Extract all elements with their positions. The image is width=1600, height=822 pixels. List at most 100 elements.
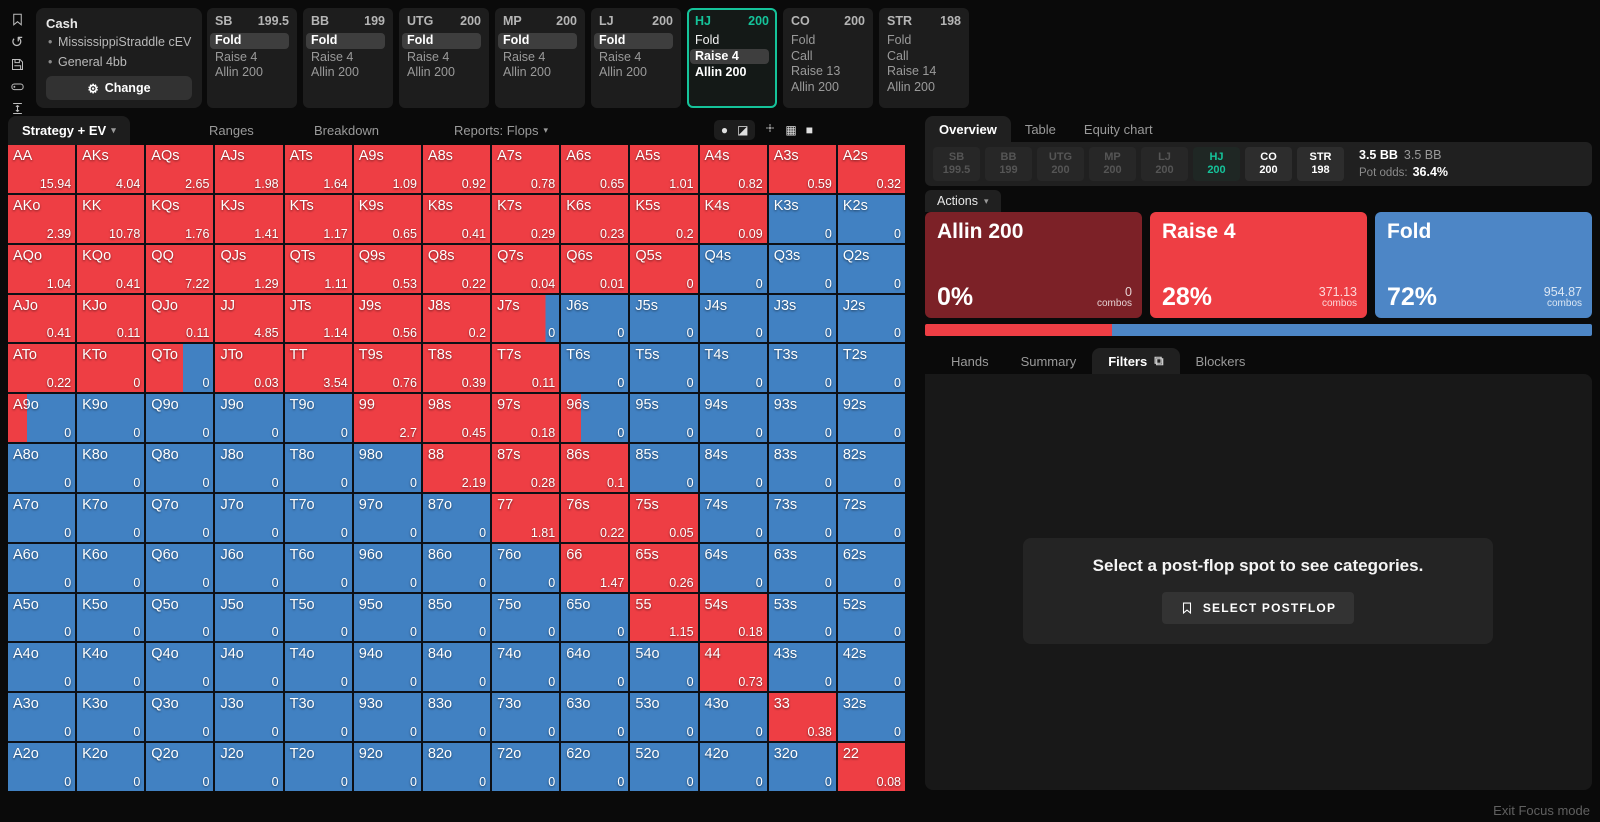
matrix-cell-QQ[interactable]: QQ 7.22 bbox=[146, 244, 214, 293]
matrix-cell-A6o[interactable]: A6o 0 bbox=[8, 543, 76, 592]
matrix-cell-54o[interactable]: 54o 0 bbox=[630, 643, 698, 692]
matrix-cell-K8s[interactable]: K8s 0.41 bbox=[422, 194, 491, 243]
matrix-cell-82s[interactable]: 82s 0 bbox=[837, 444, 905, 492]
matrix-cell-T7s[interactable]: T7s 0.11 bbox=[492, 344, 560, 393]
matrix-cell-J3s[interactable]: J3s 0 bbox=[768, 294, 836, 343]
matrix-cell-J5o[interactable]: J5o 0 bbox=[215, 593, 283, 642]
tab-summary[interactable]: Summary bbox=[1020, 353, 1077, 369]
matrix-cell-75s[interactable]: 75s 0.05 bbox=[630, 493, 698, 542]
matrix-cell-A5o[interactable]: A5o 0 bbox=[8, 593, 76, 642]
action-card-allin-200[interactable]: Allin 200 0% 0 combos bbox=[925, 212, 1142, 318]
strip-chip-str[interactable]: STR 198 bbox=[1297, 147, 1344, 181]
matrix-cell-T6s[interactable]: T6s 0 bbox=[561, 344, 629, 393]
position-box-str[interactable]: STR 198 Fold Call Raise 14 Allin 200 bbox=[879, 8, 969, 108]
position-action[interactable]: Raise 4 bbox=[407, 49, 450, 64]
matrix-cell-AA[interactable]: AA 15.94 bbox=[8, 145, 76, 193]
position-action[interactable]: Fold bbox=[498, 33, 577, 49]
pawn-icon[interactable]: ● bbox=[720, 123, 729, 137]
matrix-cell-AKo[interactable]: AKo 2.39 bbox=[8, 194, 76, 243]
matrix-cell-J2o[interactable]: J2o 0 bbox=[215, 743, 283, 791]
matrix-cell-75o[interactable]: 75o 0 bbox=[492, 593, 560, 642]
strip-chip-mp[interactable]: MP 200 bbox=[1089, 147, 1136, 181]
matrix-cell-K5s[interactable]: K5s 0.2 bbox=[630, 194, 698, 243]
matrix-cell-A3s[interactable]: A3s 0.59 bbox=[768, 145, 836, 193]
matrix-cell-Q7o[interactable]: Q7o 0 bbox=[146, 493, 214, 542]
matrix-cell-QJo[interactable]: QJo 0.11 bbox=[146, 294, 214, 343]
position-action[interactable]: Raise 4 bbox=[311, 49, 354, 64]
matrix-cell-AJs[interactable]: AJs 1.98 bbox=[215, 145, 283, 193]
tab-hands[interactable]: Hands bbox=[951, 353, 989, 369]
matrix-cell-54s[interactable]: 54s 0.18 bbox=[699, 593, 767, 642]
tab-strategy-ev[interactable]: Strategy + EV ▾ bbox=[8, 116, 130, 145]
matrix-cell-K3s[interactable]: K3s 0 bbox=[768, 194, 836, 243]
matrix-cell-TT[interactable]: TT 3.54 bbox=[284, 344, 352, 393]
matrix-cell-J8s[interactable]: J8s 0.2 bbox=[422, 294, 491, 343]
position-box-utg[interactable]: UTG 200 Fold Raise 4 Allin 200 bbox=[399, 8, 489, 108]
matrix-cell-96s[interactable]: 96s 0 bbox=[561, 394, 629, 443]
row-height-icon[interactable] bbox=[9, 101, 25, 116]
matrix-cell-J9s[interactable]: J9s 0.56 bbox=[353, 294, 421, 343]
matrix-cell-K3o[interactable]: K3o 0 bbox=[77, 693, 145, 742]
matrix-cell-KJo[interactable]: KJo 0.11 bbox=[77, 294, 145, 343]
matrix-cell-74s[interactable]: 74s 0 bbox=[699, 493, 767, 542]
matrix-cell-53o[interactable]: 53o 0 bbox=[630, 693, 698, 742]
matrix-cell-86s[interactable]: 86s 0.1 bbox=[561, 444, 629, 492]
matrix-cell-ATo[interactable]: ATo 0.22 bbox=[8, 344, 76, 393]
matrix-cell-55[interactable]: 55 1.15 bbox=[630, 593, 698, 642]
matrix-cell-64s[interactable]: 64s 0 bbox=[699, 543, 767, 592]
position-action[interactable]: Allin 200 bbox=[599, 65, 647, 79]
matrix-cell-QTo[interactable]: QTo 0 bbox=[146, 344, 214, 393]
matrix-cell-KK[interactable]: KK 10.78 bbox=[77, 194, 145, 243]
matrix-cell-T7o[interactable]: T7o 0 bbox=[284, 493, 352, 542]
strip-chip-bb[interactable]: BB 199 bbox=[985, 147, 1032, 181]
position-action[interactable]: Allin 200 bbox=[407, 65, 455, 79]
matrix-cell-72o[interactable]: 72o 0 bbox=[492, 743, 560, 791]
matrix-cell-93o[interactable]: 93o 0 bbox=[353, 693, 421, 742]
matrix-cell-92s[interactable]: 92s 0 bbox=[837, 394, 905, 443]
matrix-cell-J2s[interactable]: J2s 0 bbox=[837, 294, 905, 343]
matrix-cell-K8o[interactable]: K8o 0 bbox=[77, 444, 145, 492]
matrix-cell-J4s[interactable]: J4s 0 bbox=[699, 294, 767, 343]
crosshair-icon[interactable] bbox=[764, 122, 776, 138]
matrix-cell-65o[interactable]: 65o 0 bbox=[561, 593, 629, 642]
matrix-cell-43o[interactable]: 43o 0 bbox=[699, 693, 767, 742]
matrix-cell-77[interactable]: 77 1.81 bbox=[492, 493, 560, 542]
position-action[interactable]: Raise 4 bbox=[599, 49, 642, 64]
matrix-cell-AKs[interactable]: AKs 4.04 bbox=[77, 145, 145, 193]
position-box-mp[interactable]: MP 200 Fold Raise 4 Allin 200 bbox=[495, 8, 585, 108]
matrix-cell-T8o[interactable]: T8o 0 bbox=[284, 444, 352, 492]
matrix-cell-Q2o[interactable]: Q2o 0 bbox=[146, 743, 214, 791]
matrix-cell-84o[interactable]: 84o 0 bbox=[422, 643, 491, 692]
matrix-cell-66[interactable]: 66 1.47 bbox=[561, 543, 629, 592]
matrix-cell-T2s[interactable]: T2s 0 bbox=[837, 344, 905, 393]
matrix-cell-Q3o[interactable]: Q3o 0 bbox=[146, 693, 214, 742]
matrix-cell-73s[interactable]: 73s 0 bbox=[768, 493, 836, 542]
square-icon[interactable]: ■ bbox=[805, 123, 813, 137]
contrast-square-icon[interactable]: ◪ bbox=[737, 123, 749, 137]
matrix-cell-76o[interactable]: 76o 0 bbox=[492, 543, 560, 592]
matrix-cell-Q9o[interactable]: Q9o 0 bbox=[146, 394, 214, 443]
matrix-cell-94o[interactable]: 94o 0 bbox=[353, 643, 421, 692]
position-action[interactable]: Raise 4 bbox=[215, 49, 258, 64]
matrix-cell-QJs[interactable]: QJs 1.29 bbox=[215, 244, 283, 293]
reset-icon[interactable]: ↺ bbox=[10, 34, 24, 51]
tab-overview[interactable]: Overview bbox=[925, 116, 1011, 142]
matrix-cell-AQo[interactable]: AQo 1.04 bbox=[8, 244, 76, 293]
matrix-cell-Q6o[interactable]: Q6o 0 bbox=[146, 543, 214, 592]
matrix-cell-97s[interactable]: 97s 0.18 bbox=[492, 394, 560, 443]
matrix-cell-JTs[interactable]: JTs 1.14 bbox=[284, 294, 352, 343]
matrix-cell-85s[interactable]: 85s 0 bbox=[630, 444, 698, 492]
matrix-cell-44[interactable]: 44 0.73 bbox=[699, 643, 767, 692]
position-action[interactable]: Call bbox=[791, 48, 813, 63]
matrix-cell-A6s[interactable]: A6s 0.65 bbox=[561, 145, 629, 193]
matrix-cell-T5s[interactable]: T5s 0 bbox=[630, 344, 698, 393]
matrix-cell-96o[interactable]: 96o 0 bbox=[353, 543, 421, 592]
matrix-cell-JTo[interactable]: JTo 0.03 bbox=[215, 344, 283, 393]
actions-dropdown[interactable]: Actions ▾ bbox=[925, 190, 1001, 212]
matrix-cell-Q5o[interactable]: Q5o 0 bbox=[146, 593, 214, 642]
matrix-cell-JJ[interactable]: JJ 4.85 bbox=[215, 294, 283, 343]
position-action[interactable]: Raise 4 bbox=[690, 48, 769, 64]
matrix-cell-A8o[interactable]: A8o 0 bbox=[8, 444, 76, 492]
matrix-cell-J7o[interactable]: J7o 0 bbox=[215, 493, 283, 542]
matrix-cell-T5o[interactable]: T5o 0 bbox=[284, 593, 352, 642]
